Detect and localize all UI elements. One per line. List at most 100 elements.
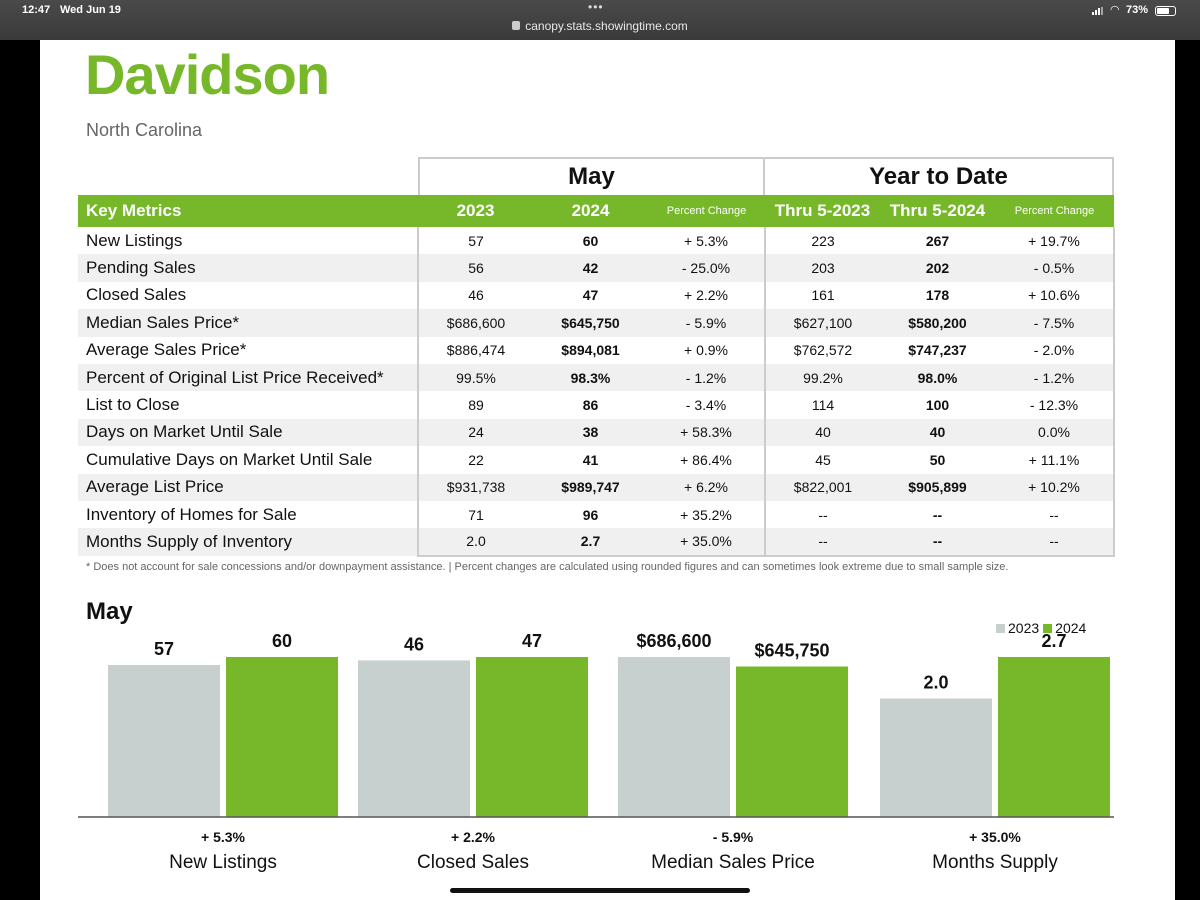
address-bar[interactable]: canopy.stats.showingtime.com [0, 19, 1200, 33]
chart-bar [736, 666, 848, 817]
metric-value: $645,750 [533, 309, 648, 337]
wifi-icon: ◠ [1110, 4, 1120, 16]
cellular-signal-icon [1092, 7, 1106, 15]
url-text: canopy.stats.showingtime.com [525, 19, 688, 33]
metric-value: 38 [533, 418, 648, 447]
legend-label: 2024 [1055, 620, 1087, 636]
metric-value: -- [995, 500, 1115, 529]
metric-label: Average Sales Price* [86, 340, 247, 360]
period-header-may: May [418, 157, 765, 195]
metric-value: 56 [417, 254, 533, 282]
metric-value: - 0.5% [995, 254, 1115, 282]
metric-value: 22 [417, 446, 533, 474]
legend-swatch [1043, 624, 1053, 633]
table-row: New Listings 57 60 + 5.3% 223 267 + 19.7% [78, 227, 1115, 255]
metric-label: List to Close [86, 395, 180, 415]
metric-value: -- [932, 506, 943, 523]
metric-value: 96 [582, 506, 599, 523]
metric-value: 161 [764, 281, 880, 310]
metric-value: $905,899 [880, 473, 995, 501]
lock-icon [512, 21, 521, 30]
chart-bar [618, 657, 730, 817]
metric-value: 99.5% [417, 363, 533, 392]
metric-value: $989,747 [533, 473, 648, 501]
metric-value: 178 [925, 287, 950, 304]
chart-bar [998, 657, 1110, 817]
metric-value: - 3.4% [685, 397, 727, 414]
page-title: Davidson [85, 43, 330, 106]
group-percent-change: + 2.2% [451, 829, 496, 845]
metric-value: 98.0% [880, 363, 995, 392]
metric-value: $894,081 [561, 342, 620, 359]
metric-value: - 2.0% [995, 336, 1115, 364]
bar-value-label: 2.7 [1041, 631, 1066, 651]
bar-value-label: 2.0 [923, 672, 948, 692]
chart-bar [476, 657, 588, 817]
table-row: Closed Sales 46 47 + 2.2% 161 178 + 10.6% [78, 281, 1115, 310]
metric-value: $686,600 [417, 309, 533, 337]
metric-value: -- [764, 528, 880, 557]
status-bar: 12:47 Wed Jun 19 ••• canopy.stats.showin… [0, 0, 1200, 40]
metric-value: $931,738 [417, 473, 533, 501]
key-metrics-table: Key Metrics 2023 2024 Percent Change Thru 5-… [78, 195, 1115, 557]
metric-label: Months Supply of Inventory [78, 528, 418, 556]
metric-value: - 12.3% [995, 391, 1115, 419]
column-header: Thru 5-2023 [765, 195, 880, 227]
bar-value-label: 57 [154, 639, 174, 659]
metric-value: 41 [582, 451, 599, 468]
home-indicator[interactable] [450, 888, 750, 893]
metric-value: -- [764, 500, 880, 529]
metric-label: Pending Sales [78, 254, 418, 282]
metric-value: - 7.5% [995, 309, 1115, 337]
metric-value: + 5.3% [684, 232, 728, 249]
metric-value: 267 [925, 232, 950, 249]
column-header: 2023 [418, 195, 533, 227]
metric-value: - 25.0% [648, 254, 765, 282]
metric-value: 203 [764, 254, 880, 282]
page-subtitle: North Carolina [86, 120, 203, 140]
metric-value: - 1.2% [995, 363, 1115, 392]
metric-value: - 5.9% [648, 309, 765, 337]
metric-label: Percent of Original List Price Received* [78, 363, 418, 392]
multitasking-dots-icon[interactable]: ••• [588, 0, 604, 14]
metric-value: 114 [764, 391, 880, 419]
metric-value: 45 [764, 446, 880, 474]
metric-value: 99.2% [764, 363, 880, 392]
metric-label: Median Sales Price* [78, 309, 418, 337]
metric-value: 57 [417, 227, 533, 255]
chart-title: May [86, 598, 133, 625]
table-row: Months Supply of Inventory 2.0 2.7 + 35.0% -… [78, 528, 1115, 557]
metric-label: Inventory of Homes for Sale [86, 504, 297, 524]
table-row: Inventory of Homes for Sale 71 96 + 35.2% --… [78, 500, 1115, 529]
legend-item: 2023 [996, 620, 1039, 636]
status-date: Wed Jun 19 [60, 4, 121, 16]
table-row: Pending Sales 56 42- 25.0% 203 202- 0.5% [78, 254, 1115, 282]
metric-value: $747,237 [908, 342, 967, 359]
metric-value: 86 [582, 397, 599, 414]
metric-value: + 6.2% [648, 473, 765, 501]
metric-value: 40 [764, 418, 880, 447]
group-label: Months Supply [932, 852, 1058, 873]
column-header: Percent Change [648, 195, 765, 227]
table-row: List to Close 89 86 - 3.4% 114 100 - 12.3% [78, 391, 1115, 419]
metric-value: -- [880, 528, 995, 557]
metric-value: $627,100 [764, 309, 880, 337]
metric-value: 40 [880, 418, 995, 447]
bar-value-label: 46 [404, 634, 424, 654]
metric-value: 50 [929, 451, 946, 468]
metric-value: 71 [417, 500, 533, 529]
metric-value: 42 [533, 254, 648, 282]
metric-label: Closed Sales [86, 285, 187, 305]
column-header: 2024 [533, 195, 648, 227]
group-label: New Listings [169, 852, 277, 873]
bar-value-label: $645,750 [754, 641, 829, 661]
period-header-ytd: Year to Date [765, 157, 1114, 195]
table-row: Average Sales Price* $886,474 $894,081 + 0.… [78, 336, 1115, 364]
metric-value: + 35.2% [680, 506, 732, 523]
metric-value: + 0.9% [684, 342, 728, 359]
metric-value: 0.0% [995, 418, 1115, 447]
legend-item: 2024 [1043, 620, 1086, 636]
table-row: Median Sales Price* $686,600 $645,750- 5.9… [78, 309, 1115, 337]
chart-bar [226, 657, 338, 817]
group-label: Median Sales Price [651, 852, 815, 873]
